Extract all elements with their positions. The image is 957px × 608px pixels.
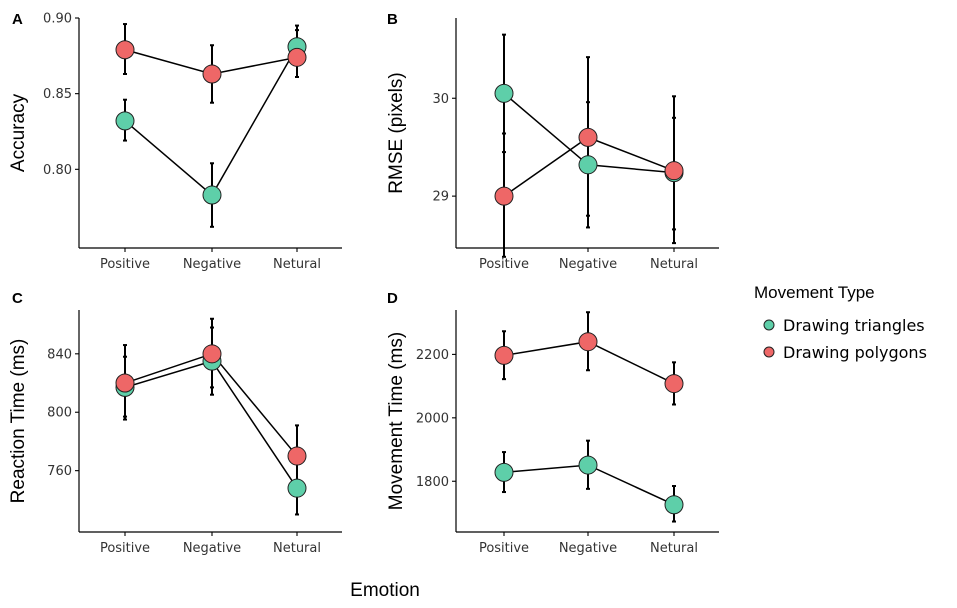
panel-letter-d: D <box>387 290 398 307</box>
y-axis-label-d: Movement Time (ms) <box>386 332 407 510</box>
y-tick-label-d-2: 2200 <box>416 348 449 363</box>
data-point-c-drawing-triangles-netural <box>287 478 307 498</box>
x-tick-label-a-positive: Positive <box>100 257 150 272</box>
y-tick-label-c-0: 760 <box>47 464 72 479</box>
y-axis-label-b: RMSE (pixels) <box>386 72 407 193</box>
data-point-d-drawing-triangles-negative <box>578 455 598 475</box>
legend-label-drawing-polygons: Drawing polygons <box>783 343 927 362</box>
x-tick-label-d-netural: Netural <box>650 541 698 556</box>
x-tick-label-c-negative: Negative <box>183 541 241 556</box>
data-point-c-drawing-polygons-positive <box>115 373 135 393</box>
panel-b: B 29 30 Positive Negative Netural RMSE (pixels… <box>386 11 719 272</box>
data-point-b-drawing-triangles-negative <box>578 155 598 175</box>
legend-item-drawing-triangles: Drawing triangles <box>763 316 925 335</box>
data-point-b-drawing-triangles-positive <box>494 83 514 103</box>
panel-c: C 760 800 840 Positive Negative Netural Reactio… <box>8 290 342 556</box>
data-point-c-drawing-polygons-netural <box>287 446 307 466</box>
panel-d: D 1800 2000 2200 Positive Negative Netural Move… <box>386 290 719 556</box>
y-tick-label-d-1: 2000 <box>416 411 449 426</box>
panel-letter-a: A <box>12 11 23 28</box>
x-tick-label-a-negative: Negative <box>183 257 241 272</box>
panel-a: A 0.80 0.85 0.90 Positive Negative Netural Accu… <box>8 11 342 272</box>
y-tick-label-a-0: 0.80 <box>43 163 72 178</box>
data-point-a-drawing-polygons-netural <box>287 47 307 67</box>
x-tick-label-b-netural: Netural <box>650 257 698 272</box>
y-axis-label-c: Reaction Time (ms) <box>8 339 29 504</box>
data-point-d-drawing-polygons-positive <box>494 345 514 365</box>
x-tick-label-c-positive: Positive <box>100 541 150 556</box>
x-tick-label-d-positive: Positive <box>479 541 529 556</box>
y-tick-label-b-1: 30 <box>432 92 449 107</box>
data-point-a-drawing-polygons-positive <box>115 40 135 60</box>
legend-title: Movement Type <box>754 283 875 302</box>
x-tick-label-b-positive: Positive <box>479 257 529 272</box>
y-tick-label-c-2: 840 <box>47 347 72 362</box>
x-tick-label-b-negative: Negative <box>559 257 617 272</box>
data-point-c-drawing-polygons-negative <box>202 344 222 364</box>
data-point-d-drawing-triangles-positive <box>494 462 514 482</box>
x-axis-title: Emotion <box>350 580 420 601</box>
y-tick-label-b-0: 29 <box>432 190 449 205</box>
y-tick-label-d-0: 1800 <box>416 475 449 490</box>
data-point-b-drawing-polygons-positive <box>494 186 514 206</box>
data-point-b-drawing-polygons-netural <box>664 161 684 181</box>
data-point-a-drawing-polygons-negative <box>202 64 222 84</box>
panel-letter-b: B <box>387 11 398 28</box>
data-point-d-drawing-triangles-netural <box>664 495 684 515</box>
panels-group: A 0.80 0.85 0.90 Positive Negative Netural Accu… <box>8 11 719 556</box>
y-tick-label-a-2: 0.90 <box>43 12 72 27</box>
legend: Movement Type Drawing triangles Drawing … <box>754 283 927 362</box>
x-tick-label-c-netural: Netural <box>273 541 321 556</box>
legend-label-drawing-triangles: Drawing triangles <box>783 316 925 335</box>
data-point-a-drawing-triangles-positive <box>115 111 135 131</box>
y-tick-label-c-1: 800 <box>47 406 72 421</box>
data-point-d-drawing-polygons-negative <box>578 332 598 352</box>
data-point-b-drawing-polygons-negative <box>578 127 598 147</box>
panel-letter-c: C <box>12 290 23 307</box>
x-tick-label-a-netural: Netural <box>273 257 321 272</box>
x-tick-label-d-negative: Negative <box>559 541 617 556</box>
data-point-a-drawing-triangles-negative <box>202 185 222 205</box>
legend-swatch-drawing-triangles <box>763 319 775 331</box>
legend-item-drawing-polygons: Drawing polygons <box>763 343 927 362</box>
data-point-d-drawing-polygons-netural <box>664 374 684 394</box>
y-tick-label-a-1: 0.85 <box>43 87 72 102</box>
y-axis-label-a: Accuracy <box>8 93 29 172</box>
legend-swatch-drawing-polygons <box>763 346 775 358</box>
